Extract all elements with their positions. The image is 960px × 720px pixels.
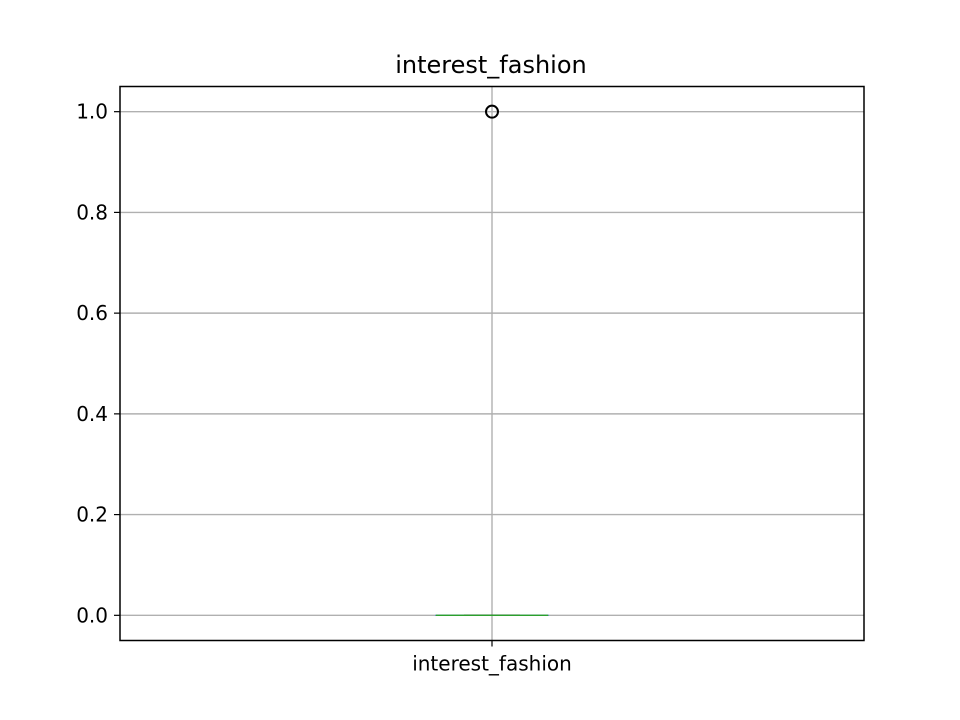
y-tick-label: 0.2 (76, 503, 108, 527)
y-tick-label: 0.6 (76, 301, 108, 325)
y-tick-label: 0.8 (76, 200, 108, 224)
grid-layer (120, 86, 864, 641)
outlier-point (485, 104, 499, 119)
y-tick-label: 0.0 (76, 603, 108, 627)
y-tick-label: 1.0 (76, 100, 108, 124)
chart-title: interest_fashion (395, 51, 587, 79)
box-layer (435, 104, 549, 617)
y-tick-label: 0.4 (76, 402, 108, 426)
tick-layer: 0.0 0.2 0.4 0.6 0.8 1.0 interest_fashion (76, 100, 572, 676)
x-tick-label: interest_fashion (412, 652, 572, 676)
